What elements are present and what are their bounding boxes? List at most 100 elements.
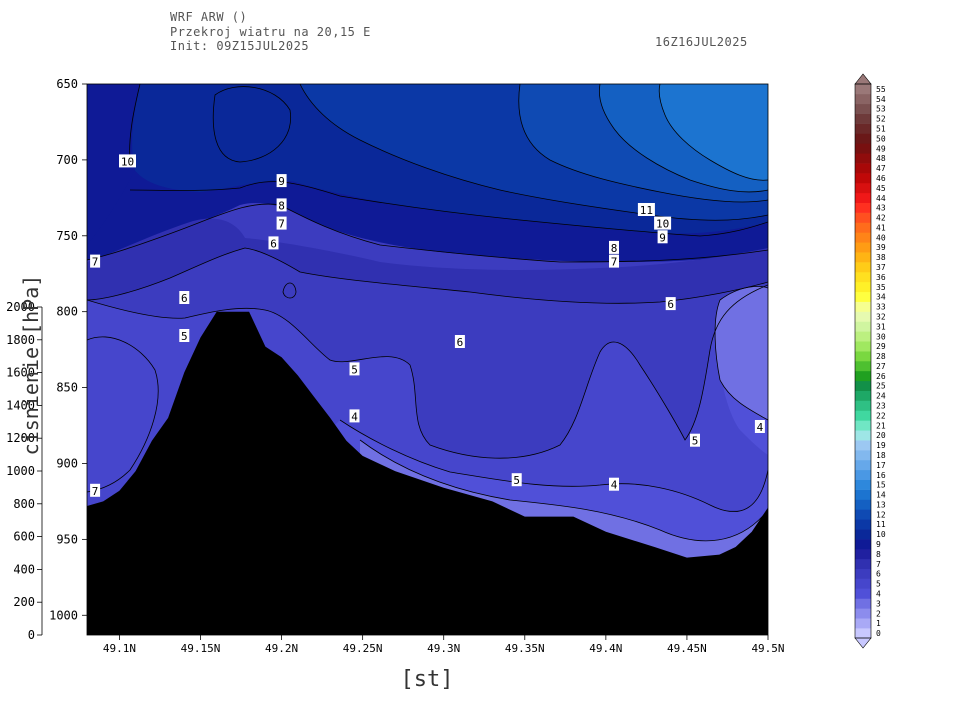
- height-tick-label: 1800: [6, 333, 35, 347]
- contour-label: 6: [667, 298, 674, 311]
- x-tick-label: 49.2N: [265, 642, 298, 655]
- colorbar-swatch: [855, 281, 871, 293]
- colorbar-label: 9: [876, 540, 881, 549]
- contour-label-bg: [665, 297, 676, 311]
- colorbar-label: 15: [876, 481, 886, 490]
- y-axis-pressure: 650 700 750 800 850 900 950 1000: [49, 77, 87, 622]
- contour-label-bg: [90, 254, 101, 268]
- colorbar-swatch: [855, 173, 871, 184]
- y-tick-label: 800: [56, 305, 78, 319]
- colorbar-label: 24: [876, 392, 886, 401]
- colorbar-label: 29: [876, 342, 886, 351]
- contour-label: 8: [611, 242, 618, 255]
- left-core: [87, 84, 140, 245]
- contour-label-bg: [609, 240, 619, 254]
- colorbar-label: 2: [876, 609, 881, 618]
- colorbar-swatch: [855, 410, 871, 421]
- contour-label: 9: [659, 231, 666, 244]
- contour-label-bg: [90, 483, 101, 497]
- y-tick-label: 850: [56, 381, 78, 395]
- contour-line-7: [87, 247, 768, 304]
- valid-time: 16Z16JUL2025: [655, 35, 748, 49]
- height-tick-label: 1400: [6, 398, 35, 412]
- height-tick-label: 0: [28, 628, 35, 642]
- colorbar-swatch: [855, 321, 871, 332]
- contour-line-ridge-6: [282, 282, 297, 299]
- height-tick-label: 400: [13, 562, 35, 576]
- colorbar-swatch: [855, 143, 871, 154]
- y-axis-height: 0 200 400 600 800 1000 1200 1400 1600 1800 2000: [6, 300, 43, 642]
- colorbar-swatch: [855, 232, 871, 243]
- contour-label: 7: [92, 256, 99, 269]
- colorbar-swatch: [855, 341, 871, 352]
- contour-label-bg: [119, 154, 136, 168]
- colorbar-swatch: [855, 113, 871, 124]
- colorbar-swatch: [855, 242, 871, 253]
- contour-line-right-5: [714, 286, 768, 421]
- colorbar-label: 27: [876, 362, 886, 371]
- colorbar-swatch: [855, 93, 871, 105]
- colorbar-swatch: [855, 262, 871, 273]
- y-axis-label: cisnienie [hPa]: [19, 275, 43, 456]
- colorbar-label: 10: [876, 530, 886, 539]
- contour-label: 10: [121, 155, 134, 168]
- colorbar-label: 11: [876, 520, 886, 529]
- contour-lines: [87, 84, 768, 542]
- colorbar-label: 0: [876, 629, 881, 638]
- contour-label-bg: [276, 174, 287, 188]
- colorbar-swatch: [855, 450, 871, 461]
- x-tick-label: 49.5N: [751, 642, 784, 655]
- terrain-shape: [87, 311, 768, 635]
- colorbar-label: 18: [876, 451, 886, 460]
- colorbar-swatch: [855, 509, 871, 520]
- colorbar-swatch: [855, 351, 871, 362]
- colorbar-label: 6: [876, 570, 881, 579]
- colorbar-swatch: [855, 539, 871, 550]
- colorbar-label: 3: [876, 599, 881, 608]
- colorbar-swatch: [855, 618, 871, 629]
- band-14: [659, 84, 768, 181]
- colorbar-label: 37: [876, 263, 886, 272]
- colorbar-swatch: [855, 430, 871, 441]
- contour-label: 5: [351, 363, 358, 376]
- colorbar-swatch: [855, 361, 871, 372]
- colorbar-swatch: [855, 598, 871, 609]
- init-time: Init: 09Z15JUL2025: [170, 39, 310, 53]
- colorbar-label: 55: [876, 85, 886, 94]
- colorbar-min-arrow: [854, 637, 872, 649]
- contour-line-13: [598, 84, 768, 193]
- colorbar-label: 53: [876, 105, 886, 114]
- colorbar-swatch: [855, 252, 871, 263]
- y-tick-label: 700: [56, 153, 78, 167]
- height-tick-label: 2000: [6, 300, 35, 314]
- colorbar-swatch: [855, 568, 871, 579]
- x-tick-label: 49.3N: [427, 642, 460, 655]
- contour-label: 6: [181, 292, 188, 305]
- colorbar-swatch: [855, 192, 871, 204]
- colorbar-swatch: [855, 588, 871, 599]
- colorbar-label: 49: [876, 144, 886, 153]
- contour-label: 7: [92, 485, 99, 498]
- contour-label-bg: [349, 409, 360, 423]
- colorbar-swatch: [855, 153, 871, 164]
- x-tick-label: 49.45N: [667, 642, 707, 655]
- x-tick-label: 49.25N: [343, 642, 383, 655]
- contour-label: 11: [640, 204, 653, 217]
- colorbar-swatch: [855, 271, 871, 283]
- contour-label: 7: [278, 218, 285, 231]
- contour-label-bg: [609, 477, 619, 491]
- colorbar-swatch: [855, 489, 871, 500]
- colorbar-label: 13: [876, 500, 886, 509]
- x-axis-label: [st]: [401, 667, 454, 692]
- contour-line-12: [518, 84, 768, 203]
- contour-label-bg: [179, 291, 190, 304]
- contour-label: 5: [692, 435, 699, 448]
- colorbar-label: 21: [876, 421, 886, 430]
- contour-label-bg: [657, 230, 668, 244]
- contour-line-lower-left-7: [87, 336, 159, 493]
- colorbar-swatch: [855, 578, 871, 589]
- colorbar-swatch: [855, 548, 871, 560]
- contour-label-bg: [609, 254, 619, 268]
